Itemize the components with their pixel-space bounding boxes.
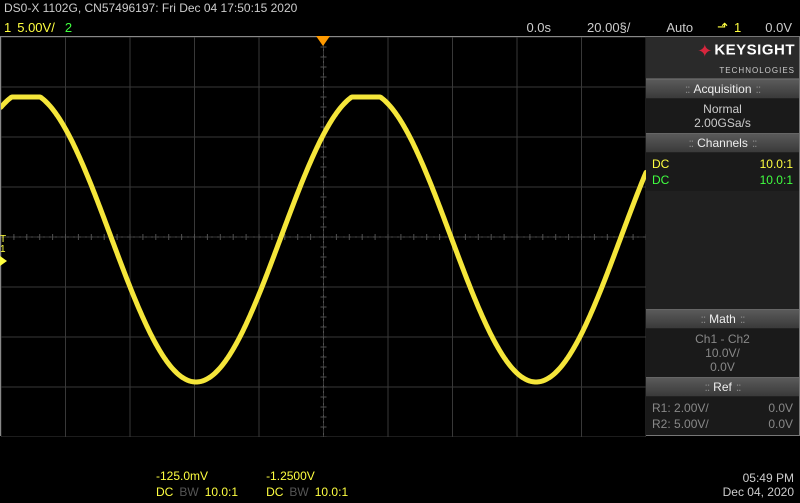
- footer-bar: -125.0mV DCBW10.0:1 -1.2500V DCBW10.0:1 …: [0, 453, 800, 503]
- m2-value: -1.2500V: [266, 469, 354, 485]
- ch1-indicator: 1: [4, 20, 11, 35]
- math-op: Ch1 - Ch2: [652, 332, 793, 346]
- time-scale: 20.00§/: [587, 20, 630, 35]
- ch2-indicator: 2: [65, 20, 72, 35]
- m1-bw: BW: [179, 485, 198, 499]
- trigger-edge-icon: ⬏: [717, 19, 728, 35]
- acq-rate: 2.00GSa/s: [652, 116, 793, 130]
- r1-scale: 2.00V/: [674, 401, 709, 415]
- ref-header: Ref: [646, 377, 799, 397]
- waveform-svg: [1, 37, 646, 437]
- ch1-coupling: DC: [652, 157, 669, 171]
- top-status-bar: 1 5.00V/ 2 0.0s 20.00§/ Auto ⬏ 1 0.0V: [0, 18, 800, 36]
- ch1-ratio: 10.0:1: [760, 157, 793, 171]
- math-header: Math: [646, 309, 799, 329]
- measure-block-1: -125.0mV DC BW 10.0:1: [156, 469, 244, 499]
- r1-offset: 0.0V: [768, 401, 793, 415]
- m1-value: -125.0mV: [156, 469, 244, 485]
- m2-dc: DC: [266, 485, 283, 499]
- acq-mode: Normal: [652, 102, 793, 116]
- m1-ratio: 10.0:1: [205, 485, 238, 499]
- keysight-spark-icon: ✦: [697, 41, 712, 61]
- ch2-coupling: DC: [652, 173, 669, 187]
- ch1-ground-marker: T1: [0, 235, 7, 266]
- device-header: DS0-X 1102G, CN57496197: Fri Dec 04 17:5…: [0, 0, 800, 18]
- acquisition-body: Normal 2.00GSa/s: [646, 99, 799, 133]
- math-body: Ch1 - Ch2 10.0V/ 0.0V: [646, 329, 799, 377]
- brand-name: KEYSIGHT: [714, 42, 795, 59]
- r2-label: R2:: [652, 417, 671, 431]
- device-line: DS0-X 1102G, CN57496197: Fri Dec 04 17:5…: [4, 1, 297, 15]
- ref-body: R1: 2.00V/0.0V R2: 5.00V/0.0V: [646, 397, 799, 435]
- trigger-position-marker: [316, 36, 330, 46]
- footer-time: 05:49 PM: [723, 471, 794, 485]
- trigger-channel: 1: [734, 20, 741, 35]
- m2-ratio: 10.0:1: [315, 485, 348, 499]
- channels-body: DC 10.0:1 DC 10.0:1: [646, 153, 799, 191]
- r1-label: R1:: [652, 401, 671, 415]
- r2-offset: 0.0V: [768, 417, 793, 431]
- footer-datetime: 05:49 PM Dec 04, 2020: [723, 471, 794, 499]
- footer-date: Dec 04, 2020: [723, 485, 794, 499]
- r2-scale: 5.00V/: [674, 417, 709, 431]
- brand-subtitle: TECHNOLOGIES: [719, 66, 795, 75]
- m2-bw: BW: [289, 485, 308, 499]
- ch2-ratio: 10.0:1: [760, 173, 793, 187]
- side-panel: ✦KEYSIGHT TECHNOLOGIES Acquisition Norma…: [645, 36, 800, 436]
- brand-logo: ✦KEYSIGHT TECHNOLOGIES: [646, 37, 799, 79]
- measure-block-2: -1.2500V DC BW 10.0:1: [266, 469, 354, 499]
- trigger-level: 0.0V: [765, 20, 792, 35]
- math-scale: 10.0V/: [652, 346, 793, 360]
- m1-dc: DC: [156, 485, 173, 499]
- acquisition-header: Acquisition: [646, 79, 799, 99]
- trigger-mode: Auto: [666, 20, 693, 35]
- math-offset: 0.0V: [652, 360, 793, 374]
- time-offset: 0.0s: [526, 20, 551, 35]
- waveform-display: T1: [0, 36, 645, 436]
- channels-header: Channels: [646, 133, 799, 153]
- ch1-scale: 5.00V/: [17, 20, 55, 35]
